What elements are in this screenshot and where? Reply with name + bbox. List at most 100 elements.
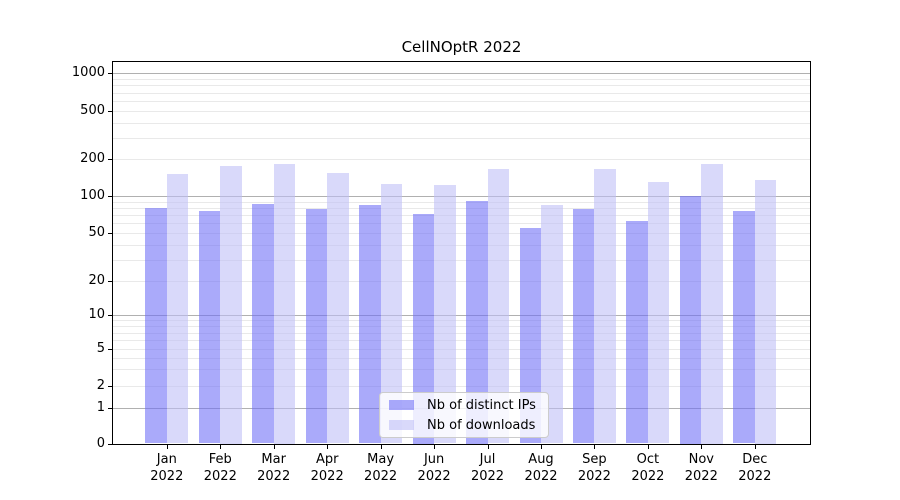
y-axis-tick-label: 2 xyxy=(96,377,105,393)
bar-distinct-ips-sep xyxy=(572,209,595,444)
bar-downloads-dec xyxy=(754,180,777,444)
bar-downloads-jun xyxy=(434,184,456,444)
x-axis-tick xyxy=(754,444,756,449)
x-axis-tick xyxy=(541,444,542,449)
y-axis-tick xyxy=(108,196,113,197)
x-axis-tick-label: Jun 2022 xyxy=(402,451,466,485)
minor-gridline xyxy=(113,201,810,203)
x-axis-tick xyxy=(594,444,596,449)
bar-downloads-sep xyxy=(594,169,616,444)
minor-gridline xyxy=(113,280,810,282)
minor-gridline xyxy=(113,332,810,334)
y-axis-tick xyxy=(108,73,113,74)
bar-downloads-feb xyxy=(220,165,242,444)
x-axis-tick xyxy=(380,444,382,449)
y-axis-tick-label: 50 xyxy=(88,225,105,240)
y-axis-tick xyxy=(108,315,113,316)
y-axis-tick-label: 1000 xyxy=(71,65,105,80)
y-axis-tick xyxy=(108,280,113,282)
legend-swatch-downloads xyxy=(389,420,414,430)
x-axis-year-label: 2022 xyxy=(631,469,665,484)
x-axis-year-label: 2022 xyxy=(577,469,611,484)
y-axis-tick xyxy=(108,233,113,234)
major-gridline xyxy=(113,315,810,316)
legend-item-distinct-ips: Nb of distinct IPs xyxy=(380,397,548,413)
y-axis-tick xyxy=(108,407,113,409)
legend-swatch-distinct-ips xyxy=(389,400,414,410)
minor-gridline xyxy=(113,369,810,371)
y-axis-tick-label: 500 xyxy=(80,103,105,118)
y-axis-tick xyxy=(108,385,113,387)
legend: Nb of distinct IPs Nb of downloads xyxy=(379,392,549,438)
bar-downloads-apr xyxy=(327,172,349,444)
bar-downloads-aug xyxy=(541,204,563,444)
minor-gridline xyxy=(113,259,810,261)
bar-distinct-ips-nov xyxy=(679,196,702,444)
x-axis-tick xyxy=(327,444,329,449)
x-axis-tick xyxy=(220,444,222,449)
minor-gridline xyxy=(113,78,810,80)
minor-gridline xyxy=(113,340,810,342)
x-axis-year-label: 2022 xyxy=(364,469,398,484)
legend-label-distinct-ips: Nb of distinct IPs xyxy=(427,397,536,413)
x-axis-tick-label: Feb 2022 xyxy=(188,451,252,485)
minor-gridline xyxy=(113,320,810,322)
minor-gridline xyxy=(113,349,810,350)
x-axis-tick-label: Oct 2022 xyxy=(616,451,680,485)
bar-distinct-ips-oct xyxy=(626,220,648,444)
x-axis-tick-label: Nov 2022 xyxy=(669,451,733,485)
x-axis-year-label: 2022 xyxy=(310,469,344,484)
x-axis-year-label: 2022 xyxy=(150,469,184,484)
minor-gridline xyxy=(113,92,810,94)
x-axis-tick-label: Sep 2022 xyxy=(562,451,626,485)
bar-downloads-jan xyxy=(166,173,189,444)
minor-gridline xyxy=(113,137,810,139)
bar-downloads-oct xyxy=(647,181,670,444)
minor-gridline xyxy=(113,122,810,124)
y-axis-tick-label: 200 xyxy=(80,151,105,166)
minor-gridline xyxy=(113,385,810,387)
legend-item-downloads: Nb of downloads xyxy=(380,417,548,433)
major-gridline xyxy=(113,73,810,74)
x-axis-tick-label: Jan 2022 xyxy=(135,451,199,485)
minor-gridline xyxy=(113,223,810,225)
x-axis-tick xyxy=(701,444,703,449)
x-axis-tick-label: Apr 2022 xyxy=(295,451,359,485)
x-axis-year-label: 2022 xyxy=(524,469,558,484)
minor-gridline xyxy=(113,215,810,216)
minor-gridline xyxy=(113,233,810,234)
y-axis-tick-label: 20 xyxy=(88,272,105,288)
x-axis-tick xyxy=(487,444,489,449)
legend-label-downloads: Nb of downloads xyxy=(427,417,536,433)
x-axis-tick-label: May 2022 xyxy=(349,451,413,485)
bar-distinct-ips-jan xyxy=(145,207,167,444)
y-axis-tick xyxy=(108,111,113,112)
bar-downloads-may xyxy=(380,184,403,444)
y-axis-tick-label: 10 xyxy=(88,307,105,322)
x-axis-tick xyxy=(273,444,275,449)
x-axis-tick-label: Dec 2022 xyxy=(723,451,787,485)
x-axis-tick xyxy=(434,444,436,449)
x-axis-tick-label: Aug 2022 xyxy=(509,451,573,485)
bar-distinct-ips-jun xyxy=(412,213,435,444)
minor-gridline xyxy=(113,159,810,160)
x-axis-year-label: 2022 xyxy=(738,469,772,484)
y-axis-tick-label: 100 xyxy=(80,188,105,203)
bar-distinct-ips-dec xyxy=(733,210,755,444)
y-axis-tick-label: 0 xyxy=(96,435,105,451)
x-axis-year-label: 2022 xyxy=(203,469,237,484)
bar-downloads-nov xyxy=(701,163,723,444)
minor-gridline xyxy=(113,85,810,87)
minor-gridline xyxy=(113,111,810,112)
x-axis-tick xyxy=(166,444,168,449)
x-axis-tick xyxy=(647,444,649,449)
y-axis-tick xyxy=(108,349,113,350)
y-axis-tick xyxy=(108,443,113,445)
minor-gridline xyxy=(113,325,810,327)
bar-distinct-ips-feb xyxy=(198,211,221,444)
bar-distinct-ips-jul xyxy=(466,201,488,444)
x-axis-tick-label: Mar 2022 xyxy=(242,451,306,485)
x-axis-tick-label: Jul 2022 xyxy=(456,451,520,485)
x-axis-year-label: 2022 xyxy=(257,469,291,484)
plot-area: 0 1 2 5 10 20 50 100 200 500 1000 Jan 2022 Feb 2022 Mar… xyxy=(72,62,810,484)
